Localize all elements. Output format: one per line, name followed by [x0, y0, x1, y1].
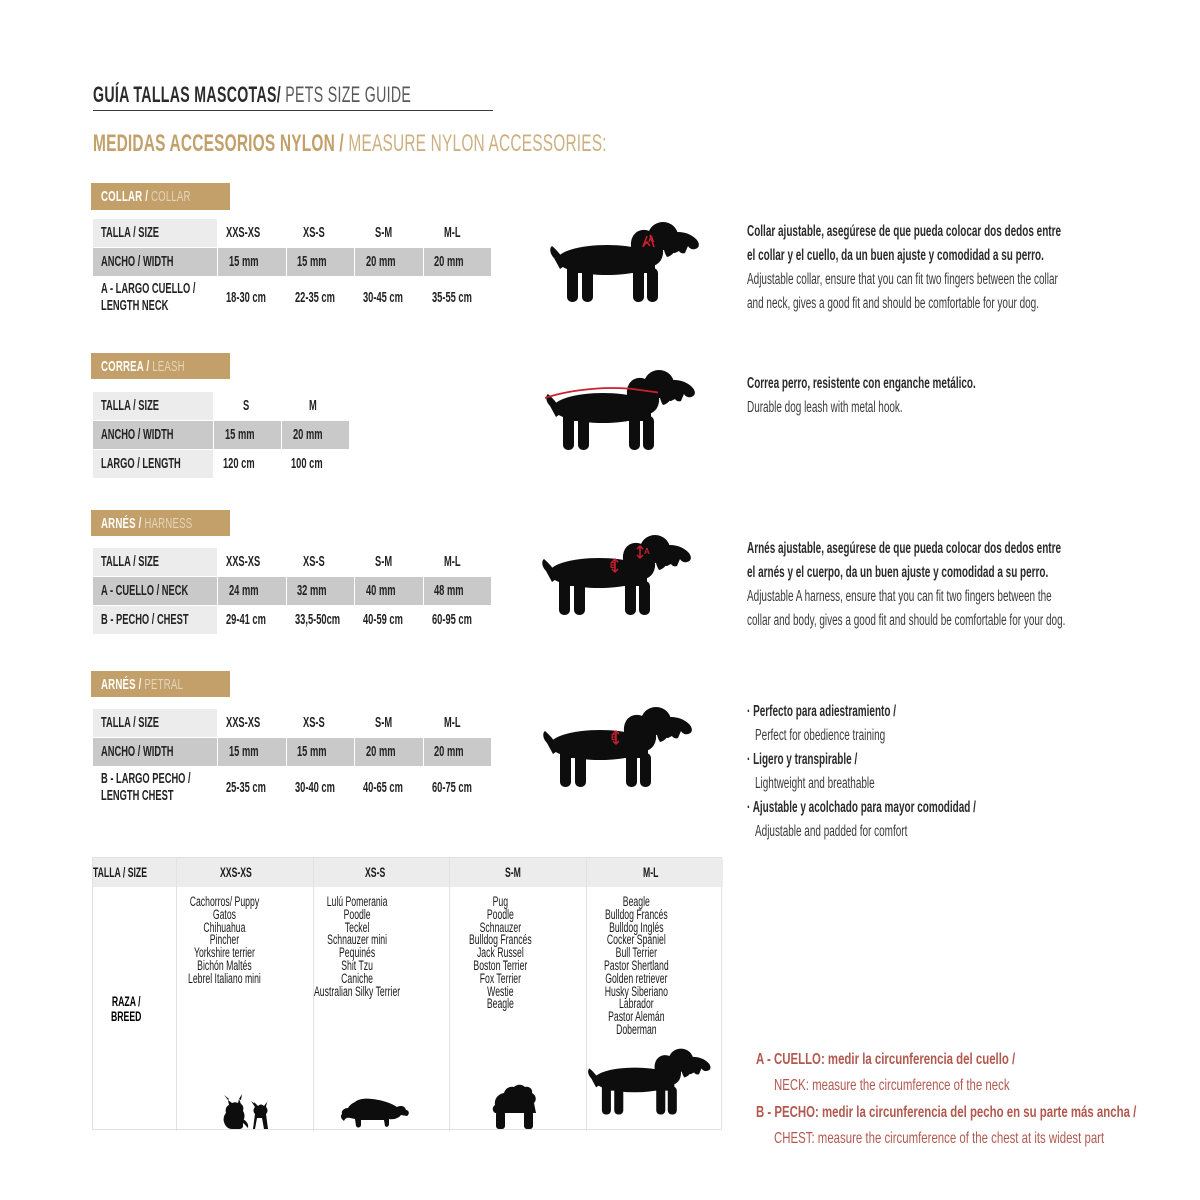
svg-text:A: A	[648, 234, 655, 244]
svg-text:B: B	[610, 561, 616, 570]
svg-text:B: B	[611, 733, 617, 742]
svg-text:A: A	[644, 547, 650, 556]
